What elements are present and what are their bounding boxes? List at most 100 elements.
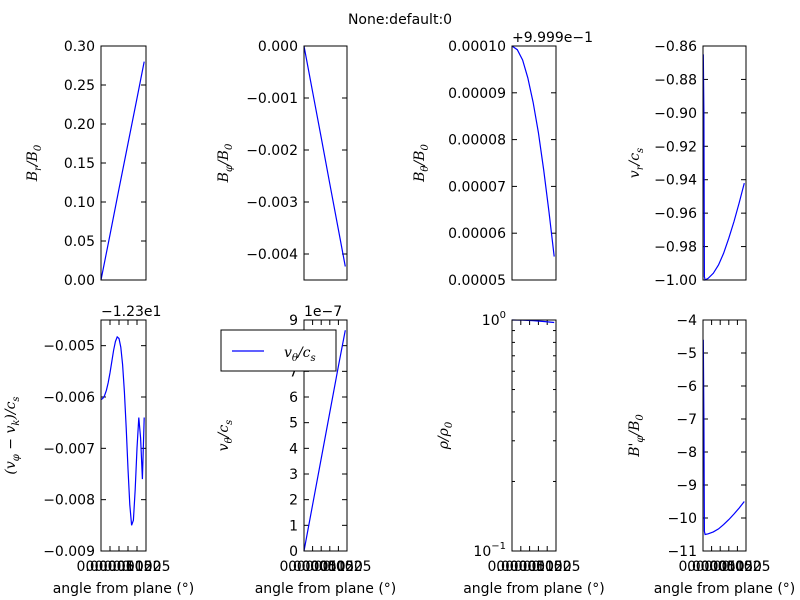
series-line	[100, 61, 145, 281]
axis-offset-label: +9.999e−1	[512, 30, 593, 46]
y-tick-label: −0.007	[43, 441, 95, 457]
y-axis-label: Br/B0	[25, 144, 44, 182]
x-tick-label: 0.0015	[104, 559, 153, 575]
y-tick-label: −0.94	[654, 173, 697, 189]
x-axis-label: angle from plane (°)	[654, 581, 796, 597]
y-tick-label: 0.05	[64, 234, 95, 250]
x-tick-label: 0.0020	[523, 559, 572, 575]
x-tick-label: 0.0025	[323, 559, 372, 575]
y-tick-label: 3	[289, 467, 298, 483]
y-tick-label: 0.15	[64, 156, 95, 172]
y-tick-label: 0.10	[64, 195, 95, 211]
axis-offset-label: 1e−7	[304, 304, 342, 320]
y-tick-label: 6	[289, 390, 298, 406]
series-line	[702, 339, 745, 536]
x-tick-label: 0.0000	[488, 559, 537, 575]
axes-frame	[702, 45, 747, 281]
y-axis-label: vr/cs	[627, 148, 646, 178]
y-tick-label: 7	[289, 364, 298, 380]
x-tick-label: 0.0025	[532, 559, 581, 575]
subplot-5: −0.005 −0.006 −0.007 −0.008 −0.0090.00000.00…	[3, 304, 194, 597]
subplot-4: −0.86 −0.88 −0.90 −0.92 −0.94 −0.96 −0.98 −1.00…	[627, 39, 747, 289]
x-tick-label: 0.0005	[288, 559, 337, 575]
axes-frame	[303, 45, 348, 281]
y-axis-label: ρ/ρ0	[436, 421, 455, 450]
subplot-grid: 0.00 0.05 0.10 0.15 0.20 0.25 0.30 Br/B0 0.000 −0…	[3, 30, 795, 597]
y-axis-label: (vφ − vk)/cs	[3, 396, 22, 474]
y-tick-label: 4	[289, 441, 298, 457]
x-tick-label: 0.0010	[95, 559, 144, 575]
x-tick-label: 0.0005	[687, 559, 736, 575]
y-tick-label: 0.30	[64, 39, 95, 55]
x-tick-label: 0.0020	[713, 559, 762, 575]
y-tick-label: 0.00007	[448, 179, 506, 195]
y-tick-label: −0.92	[654, 139, 697, 155]
y-tick-label: −0.98	[654, 240, 697, 256]
y-tick-label: 0.00009	[448, 86, 506, 102]
y-tick-label: 0	[289, 544, 298, 560]
y-tick-label: 0.00008	[448, 133, 506, 149]
axes-frame	[511, 319, 557, 552]
series-line	[702, 54, 745, 281]
y-tick-label: −11	[667, 544, 697, 560]
y-tick-label: −0.96	[654, 206, 697, 222]
x-tick-label: 0.0020	[314, 559, 363, 575]
subplot-2: 0.000 −0.001 −0.002 −0.003 −0.004 Bφ/B0	[216, 39, 348, 281]
x-tick-label: 0.0005	[86, 559, 135, 575]
y-tick-label: −9	[676, 478, 697, 494]
x-axis-label: angle from plane (°)	[255, 581, 397, 597]
legend: vθ/cs	[220, 329, 337, 372]
x-tick-label: 0.0015	[704, 559, 753, 575]
y-tick-label: −0.009	[43, 544, 95, 560]
y-tick-label: −0.88	[654, 72, 697, 88]
subplot-8: −4 −5 −6 −7 −8 −9 −10 −110.00000.00050.00100.00…	[627, 313, 795, 597]
y-axis-label: Bθ/B0	[412, 144, 431, 183]
y-axis-label: vθ/cs	[216, 420, 235, 452]
x-tick-label: 0.0020	[113, 559, 162, 575]
y-tick-label: 0.25	[64, 78, 95, 94]
y-axis-label: Bφ/B0	[216, 143, 235, 183]
x-tick-label: 0.0000	[77, 559, 126, 575]
y-tick-label: −6	[676, 379, 697, 395]
y-tick-label: 0.20	[64, 117, 95, 133]
x-tick-label: 0.0015	[305, 559, 354, 575]
axes-frame	[100, 45, 147, 281]
y-tick-label: −0.004	[246, 247, 298, 263]
y-tick-label: −5	[676, 346, 697, 362]
y-tick-label: −8	[676, 445, 697, 461]
x-axis-label: angle from plane (°)	[463, 581, 605, 597]
x-tick-label: 0.0015	[514, 559, 563, 575]
legend-label: vθ/cs	[284, 345, 316, 364]
x-tick-label: 0.0010	[696, 559, 745, 575]
axes-frame	[511, 45, 557, 281]
x-tick-label: 0.0025	[722, 559, 771, 575]
axes-frame	[702, 319, 747, 552]
y-tick-label: −0.008	[43, 493, 95, 509]
y-tick-label: 9	[289, 313, 298, 329]
y-tick-label: −0.006	[43, 390, 95, 406]
y-tick-label: −0.001	[246, 91, 298, 107]
y-tick-label: 5	[289, 416, 298, 432]
x-tick-label: 0.0010	[505, 559, 554, 575]
series-line	[511, 45, 555, 257]
y-axis-label: B'φ/B0	[627, 414, 646, 458]
axes-frame	[100, 319, 147, 552]
series-line	[303, 45, 346, 267]
series-line	[100, 335, 145, 526]
y-tick-label: −0.86	[654, 39, 697, 55]
y-tick-label: −4	[676, 313, 697, 329]
y-tick-label: −10	[667, 511, 697, 527]
y-tick-label: 0.00010	[448, 39, 506, 55]
x-tick-label: 0.0005	[496, 559, 545, 575]
y-tick-label: 2	[289, 493, 298, 509]
series-line	[303, 330, 346, 552]
y-tick-label: −0.90	[654, 106, 697, 122]
subplot-3: 0.00005 0.00006 0.00007 0.00008 0.00009 0.000…	[412, 30, 593, 289]
figure-suptitle: None:default:0	[348, 12, 452, 28]
subplot-7: 10−11000.00000.00050.00100.00150.00200.0…	[436, 310, 605, 597]
y-tick-label: 0.000	[258, 39, 298, 55]
y-tick-label: 1	[289, 518, 298, 534]
y-tick-label: 0.00006	[448, 226, 506, 242]
y-tick-label: −7	[676, 412, 697, 428]
